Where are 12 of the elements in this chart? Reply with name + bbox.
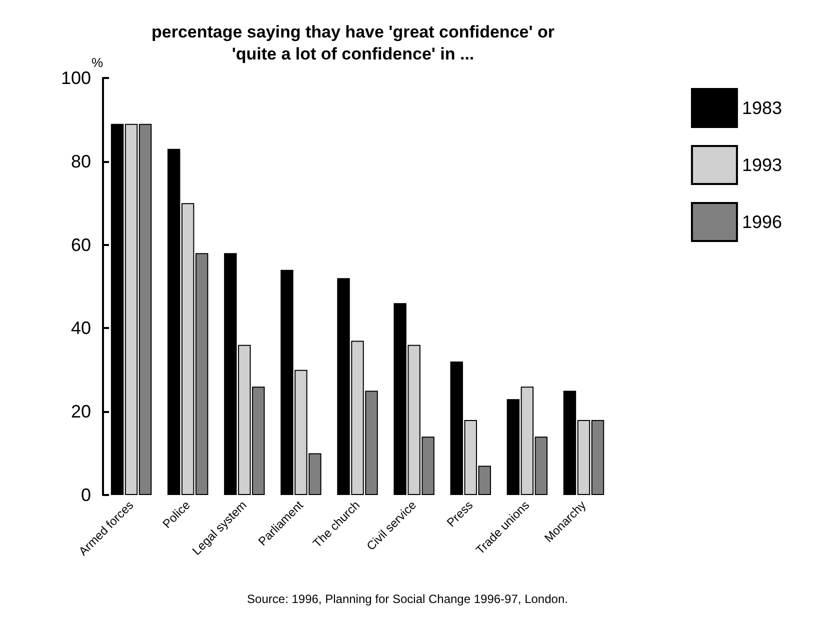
y-tick-label: 60 xyxy=(70,234,91,255)
source-note: Source: 1996, Planning for Social Change 1996-97, London. xyxy=(247,592,568,606)
legend-label: 1993 xyxy=(742,155,782,175)
chart-title: percentage saying thay have 'great confidence' or 'quite a lot of confidence' in ... xyxy=(152,22,555,64)
y-tick-label: 40 xyxy=(70,318,91,338)
y-tick-label: 20 xyxy=(70,402,91,422)
legend-label: 1996 xyxy=(742,212,782,232)
y-tick-label: 100 xyxy=(60,68,91,88)
y-tick-label: 0 xyxy=(80,485,91,505)
legend-label: 1983 xyxy=(742,98,782,118)
y-axis-title: % xyxy=(91,55,104,70)
y-tick-label: 80 xyxy=(70,151,91,172)
